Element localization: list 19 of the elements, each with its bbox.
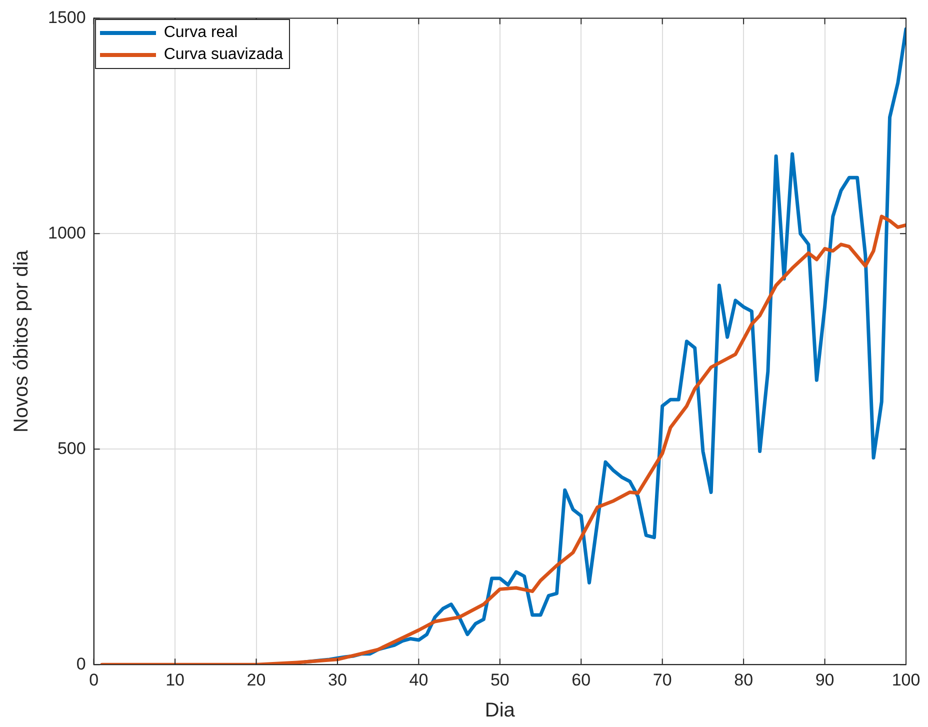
x-tick-label: 20 (246, 670, 266, 690)
x-axis-title: Dia (484, 700, 516, 722)
y-tick-label: 0 (76, 654, 86, 674)
x-tick-label: 100 (892, 670, 920, 690)
y-axis-title: Novos óbitos por dia (10, 249, 33, 433)
legend-label: Curva real (164, 23, 238, 44)
x-tick-label: 0 (89, 670, 99, 690)
x-tick-label: 90 (815, 670, 834, 690)
y-tick-label: 500 (57, 438, 86, 458)
y-tick-label: 1500 (48, 8, 86, 27)
legend-label: Curva suavizada (164, 45, 283, 66)
y-tick-label: 1000 (48, 223, 86, 242)
x-tick-label: 40 (409, 670, 428, 690)
x-tick-label: 50 (490, 670, 510, 690)
x-tick-label: 80 (734, 670, 754, 690)
x-tick-label: 30 (328, 670, 347, 690)
x-tick-label: 70 (652, 670, 672, 690)
x-tick-label: 60 (572, 670, 591, 690)
x-tick-label: 10 (166, 670, 184, 690)
